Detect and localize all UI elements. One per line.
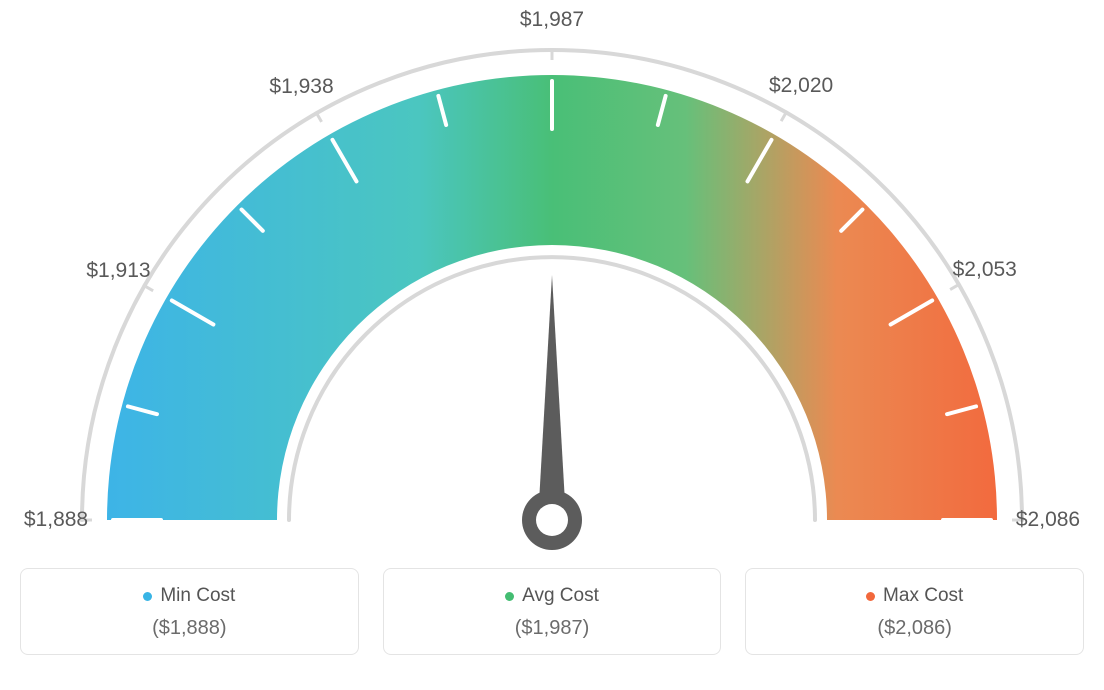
gauge-tick-label: $2,086 [1016,508,1080,532]
legend-row: Min Cost ($1,888) Avg Cost ($1,987) Max … [20,568,1084,655]
legend-avg-title-text: Avg Cost [522,585,599,607]
gauge-tick-label: $1,987 [520,8,584,32]
legend-avg-title: Avg Cost [505,585,599,607]
legend-min-title-text: Min Cost [160,585,235,607]
legend-avg-card: Avg Cost ($1,987) [383,568,722,655]
legend-max-title-text: Max Cost [883,585,963,607]
gauge-chart: $1,888$1,913$1,938$1,987$2,020$2,053$2,0… [20,20,1084,560]
gauge-tick-label: $1,913 [86,259,150,283]
cost-gauge-widget: $1,888$1,913$1,938$1,987$2,020$2,053$2,0… [20,20,1084,655]
gauge-tick-label: $1,888 [24,508,88,532]
gauge-tick-label: $2,053 [953,258,1017,282]
gauge-tick-label: $1,938 [269,75,333,99]
legend-max-value: ($2,086) [758,617,1071,640]
legend-max-title: Max Cost [866,585,963,607]
legend-max-dot-icon [866,592,875,601]
legend-max-card: Max Cost ($2,086) [745,568,1084,655]
legend-min-title: Min Cost [143,585,235,607]
gauge-tick-label: $2,020 [769,74,833,98]
legend-avg-dot-icon [505,592,514,601]
legend-min-card: Min Cost ($1,888) [20,568,359,655]
legend-avg-value: ($1,987) [396,617,709,640]
legend-min-dot-icon [143,592,152,601]
legend-min-value: ($1,888) [33,617,346,640]
